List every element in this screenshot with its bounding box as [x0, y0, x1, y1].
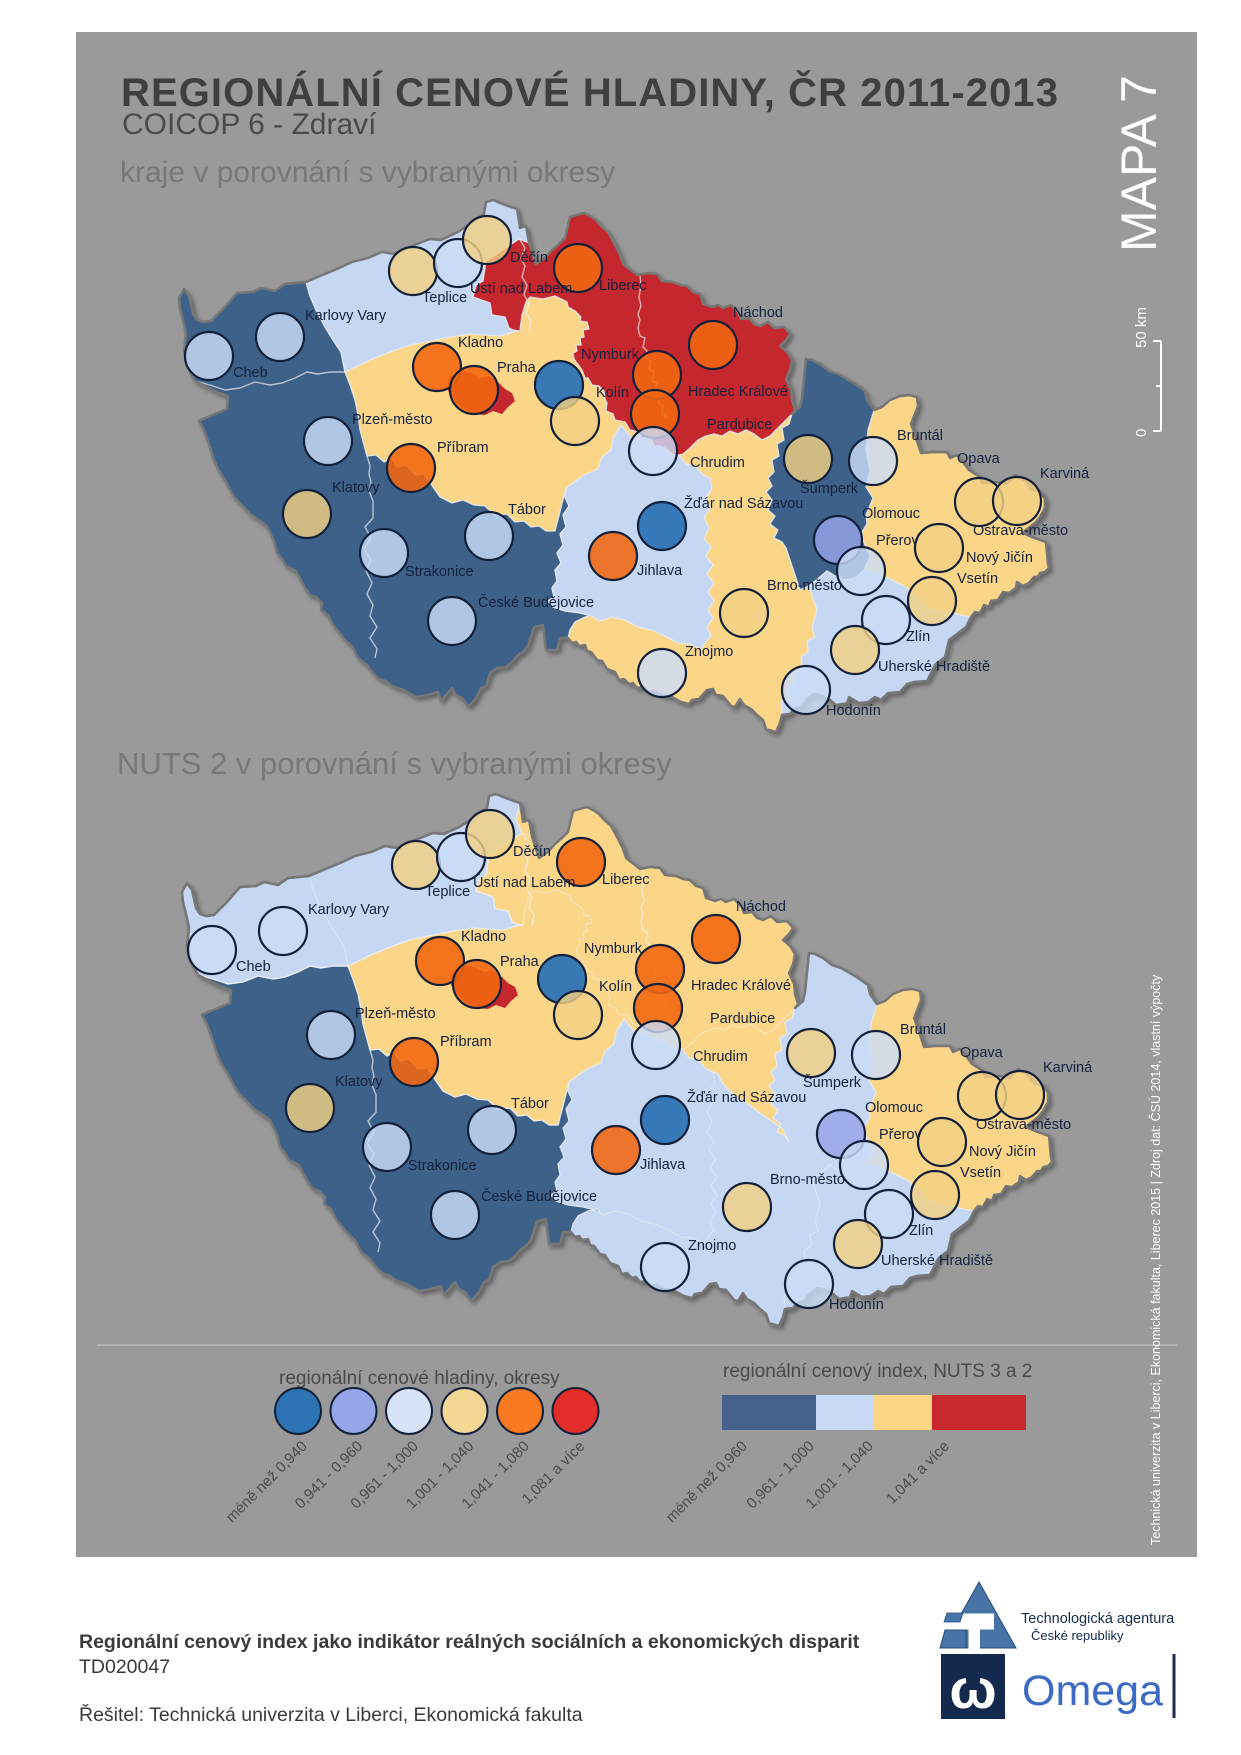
svg-text:Liberec: Liberec: [602, 872, 650, 888]
svg-text:Tábor: Tábor: [511, 1096, 549, 1112]
svg-text:Pardubice: Pardubice: [707, 417, 772, 433]
svg-text:Plzeň-město: Plzeň-město: [355, 1006, 436, 1022]
svg-text:Příbram: Příbram: [440, 1034, 492, 1050]
svg-text:Ostrava-město: Ostrava-město: [976, 1117, 1071, 1133]
svg-text:Olomouc: Olomouc: [865, 1100, 923, 1116]
svg-text:Omega: Omega: [1022, 1667, 1163, 1715]
svg-text:Ostrava-město: Ostrava-město: [973, 523, 1068, 539]
svg-text:Karlovy Vary: Karlovy Vary: [305, 308, 387, 324]
svg-text:Hodonín: Hodonín: [826, 703, 881, 719]
svg-text:0: 0: [1133, 429, 1150, 437]
svg-text:NUTS 2 v porovnání s vybranými: NUTS 2 v porovnání s vybranými okresy: [117, 746, 672, 781]
svg-text:Bruntál: Bruntál: [900, 1022, 946, 1038]
svg-text:TD020047: TD020047: [79, 1656, 170, 1678]
svg-text:Ústí nad Labem: Ústí nad Labem: [473, 874, 575, 891]
svg-text:České republiky: České republiky: [1031, 1628, 1124, 1643]
svg-text:Řešitel: Technická univerzita: Řešitel: Technická univerzita v Liberci,…: [79, 1703, 583, 1726]
svg-text:Děčín: Děčín: [510, 250, 548, 266]
svg-text:Hodonín: Hodonín: [829, 1297, 884, 1313]
svg-text:Hradec Králové: Hradec Králové: [691, 978, 791, 994]
svg-text:Kolín: Kolín: [596, 385, 629, 401]
svg-text:Šumperk: Šumperk: [803, 1074, 862, 1091]
svg-text:Příbram: Příbram: [437, 440, 489, 456]
svg-text:Karviná: Karviná: [1043, 1060, 1093, 1076]
svg-text:Zlín: Zlín: [909, 1223, 933, 1239]
svg-text:Znojmo: Znojmo: [688, 1238, 736, 1254]
svg-text:Přerov: Přerov: [876, 533, 919, 549]
svg-text:Teplice: Teplice: [425, 884, 470, 900]
svg-text:Teplice: Teplice: [422, 290, 467, 306]
svg-text:Karlovy Vary: Karlovy Vary: [308, 902, 390, 918]
svg-text:Brno-město: Brno-město: [767, 578, 842, 594]
svg-text:Klatovy: Klatovy: [332, 480, 380, 496]
svg-text:Kolín: Kolín: [599, 979, 632, 995]
svg-text:Brno-město: Brno-město: [770, 1172, 845, 1188]
svg-text:Uherské Hradiště: Uherské Hradiště: [878, 659, 990, 675]
svg-text:Nový Jičín: Nový Jičín: [966, 550, 1033, 566]
svg-text:Nymburk: Nymburk: [584, 941, 643, 957]
svg-text:regionální cenové hladiny, okr: regionální cenové hladiny, okresy: [279, 1368, 560, 1389]
svg-text:Šumperk: Šumperk: [800, 480, 859, 497]
svg-text:Cheb: Cheb: [233, 365, 268, 381]
svg-text:Plzeň-město: Plzeň-město: [352, 412, 433, 428]
svg-text:Ústí nad Labem: Ústí nad Labem: [470, 280, 572, 297]
svg-text:České Budějovice: České Budějovice: [481, 1188, 597, 1205]
svg-text:Cheb: Cheb: [236, 959, 271, 975]
svg-text:Klatovy: Klatovy: [335, 1074, 383, 1090]
svg-text:REGIONÁLNÍ CENOVÉ HLADINY, ČR: REGIONÁLNÍ CENOVÉ HLADINY, ČR 2011-2013: [121, 69, 1058, 115]
svg-text:Znojmo: Znojmo: [685, 644, 733, 660]
svg-text:Technologická agentura: Technologická agentura: [1021, 1611, 1175, 1627]
svg-text:Náchod: Náchod: [733, 305, 783, 321]
svg-text:Nový Jičín: Nový Jičín: [969, 1144, 1036, 1160]
svg-text:Náchod: Náchod: [736, 899, 786, 915]
svg-text:Karviná: Karviná: [1040, 466, 1090, 482]
svg-text:Technická univerzita v Liberci: Technická univerzita v Liberci, Ekonomic…: [1148, 974, 1163, 1545]
svg-text:Bruntál: Bruntál: [897, 428, 943, 444]
svg-text:Liberec: Liberec: [599, 278, 647, 294]
svg-text:Přerov: Přerov: [879, 1127, 922, 1143]
svg-text:Děčín: Děčín: [513, 844, 551, 860]
svg-text:Chrudim: Chrudim: [693, 1049, 748, 1065]
svg-text:České Budějovice: České Budějovice: [478, 594, 594, 611]
svg-text:Strakonice: Strakonice: [405, 564, 474, 580]
svg-text:ω: ω: [949, 1657, 996, 1720]
svg-text:Nymburk: Nymburk: [581, 347, 640, 363]
svg-text:COICOP 6 - Zdraví: COICOP 6 - Zdraví: [122, 108, 377, 141]
svg-text:regionální cenový index, NUTS: regionální cenový index, NUTS 3 a 2: [723, 1361, 1032, 1382]
svg-text:Kladno: Kladno: [458, 335, 503, 351]
svg-text:Regionální cenový index jako i: Regionální cenový index jako indikátor r…: [79, 1631, 860, 1653]
svg-text:Kladno: Kladno: [461, 929, 506, 945]
svg-text:Vsetín: Vsetín: [960, 1165, 1001, 1181]
svg-text:Pardubice: Pardubice: [710, 1011, 775, 1027]
svg-text:kraje v porovnání s vybranými: kraje v porovnání s vybranými okresy: [120, 156, 615, 189]
svg-text:Opava: Opava: [960, 1045, 1004, 1061]
svg-text:Jihlava: Jihlava: [637, 563, 683, 579]
svg-text:Jihlava: Jihlava: [640, 1157, 686, 1173]
svg-text:MAPA 7: MAPA 7: [1111, 75, 1167, 252]
svg-text:Chrudim: Chrudim: [690, 455, 745, 471]
svg-text:Žďár nad Sázavou: Žďár nad Sázavou: [687, 1089, 806, 1106]
svg-text:Praha: Praha: [500, 954, 540, 970]
svg-text:Olomouc: Olomouc: [862, 506, 920, 522]
svg-text:Zlín: Zlín: [906, 629, 930, 645]
svg-text:Vsetín: Vsetín: [957, 571, 998, 587]
svg-text:Praha: Praha: [497, 360, 537, 376]
svg-text:50 km: 50 km: [1133, 307, 1150, 348]
svg-text:Hradec Králové: Hradec Králové: [688, 384, 788, 400]
svg-text:Opava: Opava: [957, 451, 1001, 467]
svg-text:Žďár nad Sázavou: Žďár nad Sázavou: [684, 495, 803, 512]
svg-text:Strakonice: Strakonice: [408, 1158, 477, 1174]
svg-text:Tábor: Tábor: [508, 502, 546, 518]
svg-text:Uherské Hradiště: Uherské Hradiště: [881, 1253, 993, 1269]
